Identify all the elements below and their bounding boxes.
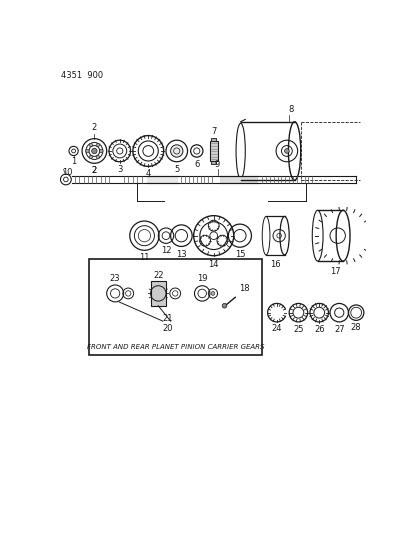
Text: 19: 19 [197, 274, 207, 284]
Text: 8: 8 [288, 105, 293, 114]
Text: 2: 2 [92, 124, 97, 133]
Text: 2: 2 [92, 166, 97, 175]
Text: 26: 26 [314, 325, 324, 334]
Text: 13: 13 [176, 249, 187, 259]
Text: 22: 22 [153, 271, 164, 280]
Text: 18: 18 [239, 285, 250, 294]
Text: 23: 23 [110, 273, 120, 282]
Text: FRONT AND REAR PLANET PINION CARRIER GEARS: FRONT AND REAR PLANET PINION CARRIER GEA… [87, 344, 264, 350]
Text: 20: 20 [162, 325, 173, 334]
Text: 3: 3 [117, 165, 122, 174]
Text: 11: 11 [139, 253, 150, 262]
Text: 21: 21 [162, 314, 173, 322]
Text: 1: 1 [71, 157, 76, 166]
Text: 4: 4 [146, 169, 151, 179]
Circle shape [100, 149, 103, 152]
Circle shape [284, 149, 289, 154]
Circle shape [211, 292, 215, 295]
Circle shape [89, 155, 93, 159]
Circle shape [222, 303, 227, 308]
Text: 2: 2 [92, 166, 97, 175]
Text: 24: 24 [272, 324, 282, 333]
Text: 27: 27 [334, 325, 344, 334]
Bar [147, 175, 177, 183]
Bar [151, 281, 166, 306]
Text: 25: 25 [293, 325, 304, 334]
Text: 5: 5 [174, 165, 180, 174]
Text: 9: 9 [215, 160, 220, 168]
Bar [211, 161, 216, 164]
Text: 10: 10 [62, 168, 73, 177]
Circle shape [92, 148, 97, 154]
Text: 15: 15 [235, 251, 245, 259]
Text: 4351  900: 4351 900 [61, 71, 103, 80]
Text: 6: 6 [194, 160, 200, 169]
Bar [211, 138, 216, 141]
Text: 7: 7 [211, 126, 216, 135]
Circle shape [171, 145, 183, 157]
Text: 28: 28 [351, 324, 361, 333]
Bar [89, 259, 262, 355]
Bar [220, 175, 258, 183]
Circle shape [96, 143, 100, 147]
Circle shape [86, 149, 89, 152]
Circle shape [89, 143, 93, 147]
Text: 14: 14 [208, 260, 219, 269]
Circle shape [96, 155, 100, 159]
Text: 16: 16 [270, 260, 281, 269]
Bar [210, 141, 217, 161]
Text: 17: 17 [330, 267, 341, 276]
Text: 12: 12 [161, 246, 171, 255]
